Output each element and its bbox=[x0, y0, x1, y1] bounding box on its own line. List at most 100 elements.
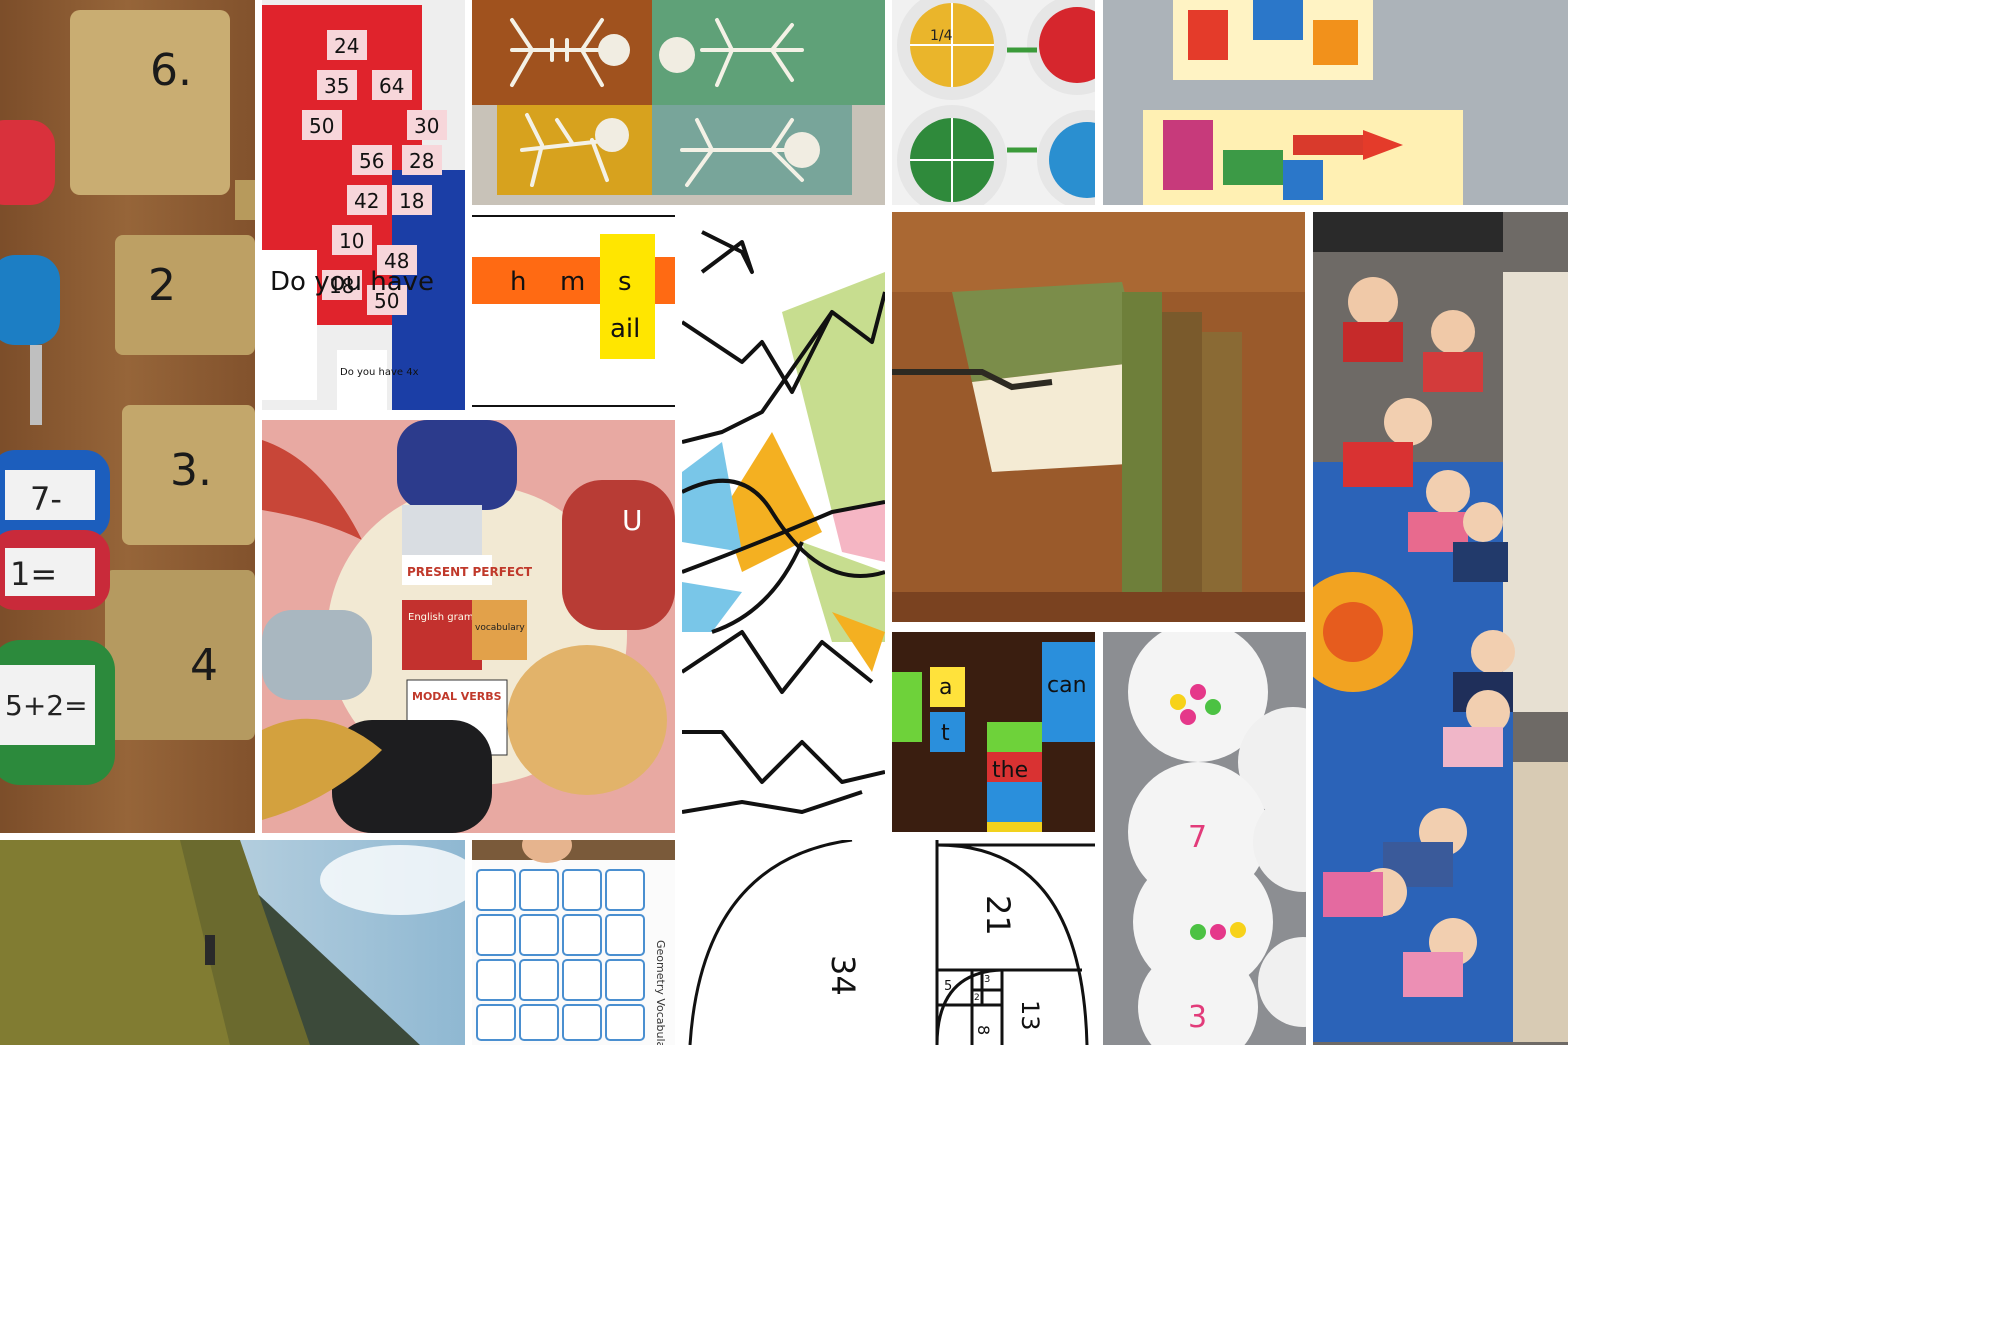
student-top bbox=[397, 420, 517, 510]
phonics-slider-card: h m s ail bbox=[472, 212, 675, 410]
sign-text: PRESENT PERFECT bbox=[407, 565, 533, 579]
books-painting-image bbox=[892, 212, 1305, 622]
children bbox=[1323, 277, 1515, 997]
keytag-label: 5+2= bbox=[5, 689, 88, 722]
teacher bbox=[1313, 212, 1503, 252]
hiker bbox=[205, 935, 215, 965]
grammar-book bbox=[402, 600, 482, 670]
shelf bbox=[1503, 272, 1568, 712]
rime-slider bbox=[600, 234, 655, 359]
game-number: 42 bbox=[354, 189, 379, 213]
lego-sight-words-photo: a t can the bbox=[892, 632, 1095, 832]
game-number: 30 bbox=[414, 114, 439, 138]
phonics-rime: ail bbox=[610, 314, 640, 344]
game-number: 28 bbox=[409, 149, 434, 173]
lock-label: 6. bbox=[150, 45, 192, 96]
game-number: 10 bbox=[339, 229, 364, 253]
student-blonde bbox=[507, 645, 667, 795]
laptop bbox=[402, 505, 482, 555]
key-tag bbox=[0, 120, 55, 205]
lock-label: 4 bbox=[190, 640, 218, 691]
fibonacci-number: 34 bbox=[824, 955, 862, 996]
game-number: 35 bbox=[324, 74, 349, 98]
lego-brick bbox=[930, 667, 965, 707]
lego-brick bbox=[930, 712, 965, 752]
preschool-circle-photo bbox=[1313, 212, 1568, 1045]
leaf-decoration bbox=[262, 440, 362, 540]
mountain-hiker-photo bbox=[0, 840, 465, 1045]
padlock bbox=[70, 10, 255, 220]
line-art-coloring bbox=[682, 212, 885, 832]
keytag-label: 7- bbox=[30, 480, 62, 518]
hand bbox=[522, 840, 572, 863]
line-art-image bbox=[682, 212, 885, 832]
book bbox=[952, 282, 1142, 382]
plate-number: 7 bbox=[1188, 820, 1207, 855]
fibonacci-number: 5 bbox=[944, 979, 952, 994]
lego-word-can bbox=[1042, 642, 1095, 742]
fibonacci-spiral-image: 34 21 13 8 5 3 2 bbox=[682, 840, 1095, 1045]
paper-plate-counting-photo: 7 3 bbox=[1103, 632, 1306, 1045]
present-perfect-sign bbox=[402, 555, 492, 585]
lego-sight-words-image: a t can the bbox=[892, 632, 1095, 832]
key bbox=[30, 345, 42, 425]
padlock bbox=[122, 405, 255, 545]
vocabulary-text: vocabulary bbox=[475, 623, 525, 633]
locks-and-keys-image: 6. 2 3. 4 7- 1= 5+2= bbox=[0, 0, 255, 833]
tissue-paper-lanterns-photo bbox=[1103, 0, 1568, 205]
cat bbox=[892, 369, 1053, 391]
fibonacci-spiral: 34 21 13 8 5 3 2 bbox=[682, 840, 1095, 1045]
game-number: 64 bbox=[379, 74, 404, 98]
student-right bbox=[562, 480, 675, 630]
notebook-text: MODAL VERBS bbox=[412, 690, 502, 703]
book-title: English grammar bbox=[408, 612, 494, 623]
fraction-plate bbox=[1049, 122, 1095, 198]
keytag-label: 1= bbox=[10, 555, 57, 593]
game-number: 50 bbox=[374, 289, 399, 313]
skeleton-art-photo bbox=[472, 0, 885, 205]
connect-four-game-photo: 24 64 35 30 50 56 28 42 18 10 48 18 50 D… bbox=[262, 0, 465, 410]
card-text: Do you have bbox=[270, 267, 434, 297]
small-card-text: Do you have 4x bbox=[340, 367, 419, 378]
small-question-card bbox=[337, 350, 387, 410]
book-spine bbox=[1122, 292, 1162, 592]
cap-letter: U bbox=[622, 504, 643, 537]
student-left bbox=[262, 610, 372, 700]
fibonacci-number: 2 bbox=[974, 993, 980, 1003]
game-number: 18 bbox=[329, 274, 354, 298]
leaf-decoration bbox=[262, 718, 382, 820]
lego-word: can bbox=[1047, 673, 1087, 698]
connect-four-game-image: 24 64 35 30 50 56 28 42 18 10 48 18 50 D… bbox=[262, 0, 465, 410]
phonics-letter: s bbox=[618, 267, 632, 297]
paper-plate bbox=[1138, 947, 1258, 1045]
vocabulary-card-grid bbox=[476, 869, 645, 1041]
tissue-paper-lanterns-image bbox=[1103, 0, 1568, 205]
fibonacci-number: 21 bbox=[979, 895, 1017, 936]
padlock bbox=[115, 235, 255, 355]
vocabulary-card bbox=[472, 600, 527, 660]
game-number: 48 bbox=[384, 249, 409, 273]
locks-and-keys-photo: 6. 2 3. 4 7- 1= 5+2= bbox=[0, 0, 255, 833]
fibonacci-number: 8 bbox=[974, 1025, 993, 1035]
lego-letter: a bbox=[939, 675, 952, 700]
lego-letter: t bbox=[941, 721, 950, 746]
geometry-vocabulary-image: Geometry Vocabulary bbox=[472, 840, 675, 1045]
geometry-vocabulary-photo: Geometry Vocabulary bbox=[472, 840, 675, 1045]
english-study-illustration: PRESENT PERFECT U English grammar vocabu… bbox=[262, 420, 675, 833]
lego-brick bbox=[892, 672, 922, 742]
fraction-plate bbox=[1039, 7, 1095, 83]
padlock bbox=[105, 570, 255, 740]
fibonacci-number: 13 bbox=[1016, 1000, 1044, 1031]
paper-plate-fractions-image: 1/4 bbox=[892, 0, 1095, 205]
game-number: 50 bbox=[309, 114, 334, 138]
mountain-hiker-image bbox=[0, 840, 465, 1045]
question-card bbox=[262, 250, 317, 400]
phonics-slider-image: h m s ail bbox=[472, 212, 675, 410]
vocabulary-title: Geometry Vocabulary bbox=[654, 940, 667, 1045]
preschool-circle-image bbox=[1313, 212, 1568, 1045]
fibonacci-number: 3 bbox=[984, 974, 990, 985]
books-painting bbox=[892, 212, 1305, 622]
skeleton-art-image bbox=[472, 0, 885, 205]
paper-plate-fractions-photo: 1/4 bbox=[892, 0, 1095, 205]
game-number: 18 bbox=[399, 189, 424, 213]
